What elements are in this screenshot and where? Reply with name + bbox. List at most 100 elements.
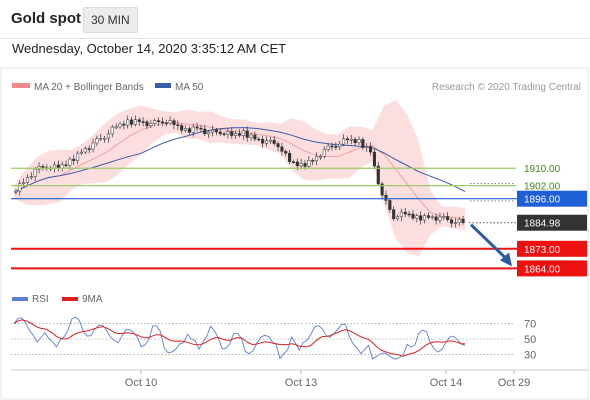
bollinger-band [14, 100, 465, 257]
rsi-legend-swatch [12, 297, 28, 301]
candle [395, 216, 400, 219]
rsi-layer: 70 50 30 [11, 316, 536, 361]
candle [426, 215, 430, 218]
candle [403, 211, 407, 215]
candle [430, 216, 434, 219]
candle [199, 127, 203, 130]
candle [210, 129, 215, 133]
candle [349, 139, 353, 141]
candle [237, 133, 242, 136]
candle [288, 153, 292, 162]
candle [369, 146, 373, 153]
candle [461, 219, 465, 223]
candle [422, 215, 427, 221]
candle [95, 138, 99, 144]
candle [272, 139, 276, 144]
resistance-label: 1902.00 [524, 182, 561, 193]
projection-arrowhead [500, 252, 512, 267]
rsi-tick-label: 30 [524, 349, 536, 361]
current-price-label: 1884.98 [524, 219, 561, 230]
candle [79, 151, 84, 154]
timeframe-badge[interactable]: 30 MIN [83, 7, 138, 33]
candle [114, 126, 118, 129]
resistance-label: 1910.00 [524, 164, 561, 175]
candle [180, 125, 184, 131]
candle [126, 119, 130, 126]
candle [164, 122, 168, 125]
candle [264, 140, 269, 144]
ma20-legend-swatch [12, 83, 30, 88]
candle [361, 139, 365, 148]
candle [291, 161, 296, 163]
candle [214, 129, 218, 133]
candle [22, 182, 26, 184]
ma50-legend-swatch [155, 83, 171, 88]
price-layer [13, 100, 466, 257]
candle [207, 131, 211, 135]
support-label-box [517, 260, 587, 277]
candle [72, 158, 76, 161]
candle [226, 131, 230, 135]
candle [110, 126, 114, 135]
candle [14, 190, 18, 193]
candle [338, 143, 342, 148]
x-axis: Oct 10 Oct 13 Oct 14 Oct 29 [125, 370, 530, 389]
candle [103, 137, 107, 140]
rsi-ma9-line [13, 319, 466, 357]
candle [315, 156, 319, 162]
candle [438, 216, 442, 221]
x-tick-label: Oct 14 [430, 377, 462, 389]
candle [168, 120, 172, 124]
candle [133, 119, 137, 125]
candle [376, 165, 380, 185]
candle [160, 121, 164, 124]
ma9-legend-swatch [62, 297, 78, 301]
candle [365, 146, 369, 148]
rsi-line [13, 316, 466, 360]
candle [122, 123, 126, 126]
current-price-box [517, 214, 587, 231]
ma20-legend-label: MA 20 + Bollinger Bands [34, 82, 144, 93]
projection-arrow [469, 223, 509, 261]
candle [399, 211, 403, 217]
candle [87, 148, 91, 150]
candle [149, 123, 153, 127]
rsi-legend-label: RSI [32, 294, 49, 305]
candle [380, 183, 384, 196]
chart-datetime: Wednesday, October 14, 2020 3:35:12 AM C… [12, 41, 287, 56]
candle [29, 176, 33, 178]
candle [41, 166, 45, 168]
candle [345, 138, 349, 141]
candle [25, 177, 30, 183]
candle [384, 194, 388, 201]
candle [295, 161, 299, 167]
candle [357, 139, 361, 143]
candle [392, 209, 396, 219]
x-tick-label: Oct 13 [285, 377, 317, 389]
candle [449, 219, 454, 224]
candle [52, 164, 57, 169]
candle [457, 219, 461, 223]
candle [218, 131, 222, 135]
candle [18, 183, 22, 192]
candle [33, 168, 37, 177]
pivot-label-box [517, 190, 587, 207]
candle [407, 213, 411, 216]
candle [334, 146, 338, 148]
candle [257, 138, 261, 141]
pivot-label: 1896.00 [524, 195, 561, 206]
candle [249, 134, 253, 138]
candle [303, 163, 307, 167]
candle [442, 216, 446, 218]
instrument-title: Gold spot [11, 10, 81, 27]
candle [453, 222, 457, 224]
support-label: 1873.00 [524, 245, 561, 256]
candle [118, 123, 122, 128]
rsi-tick-label: 50 [524, 334, 536, 346]
chart-header: Gold spot 30 MIN [0, 0, 590, 39]
level-layer: 1910.00 1902.00 1896.00 1884.98 1873.00 1864.… [11, 164, 587, 277]
candle [99, 138, 103, 140]
candle [446, 216, 450, 221]
candle [83, 148, 87, 153]
